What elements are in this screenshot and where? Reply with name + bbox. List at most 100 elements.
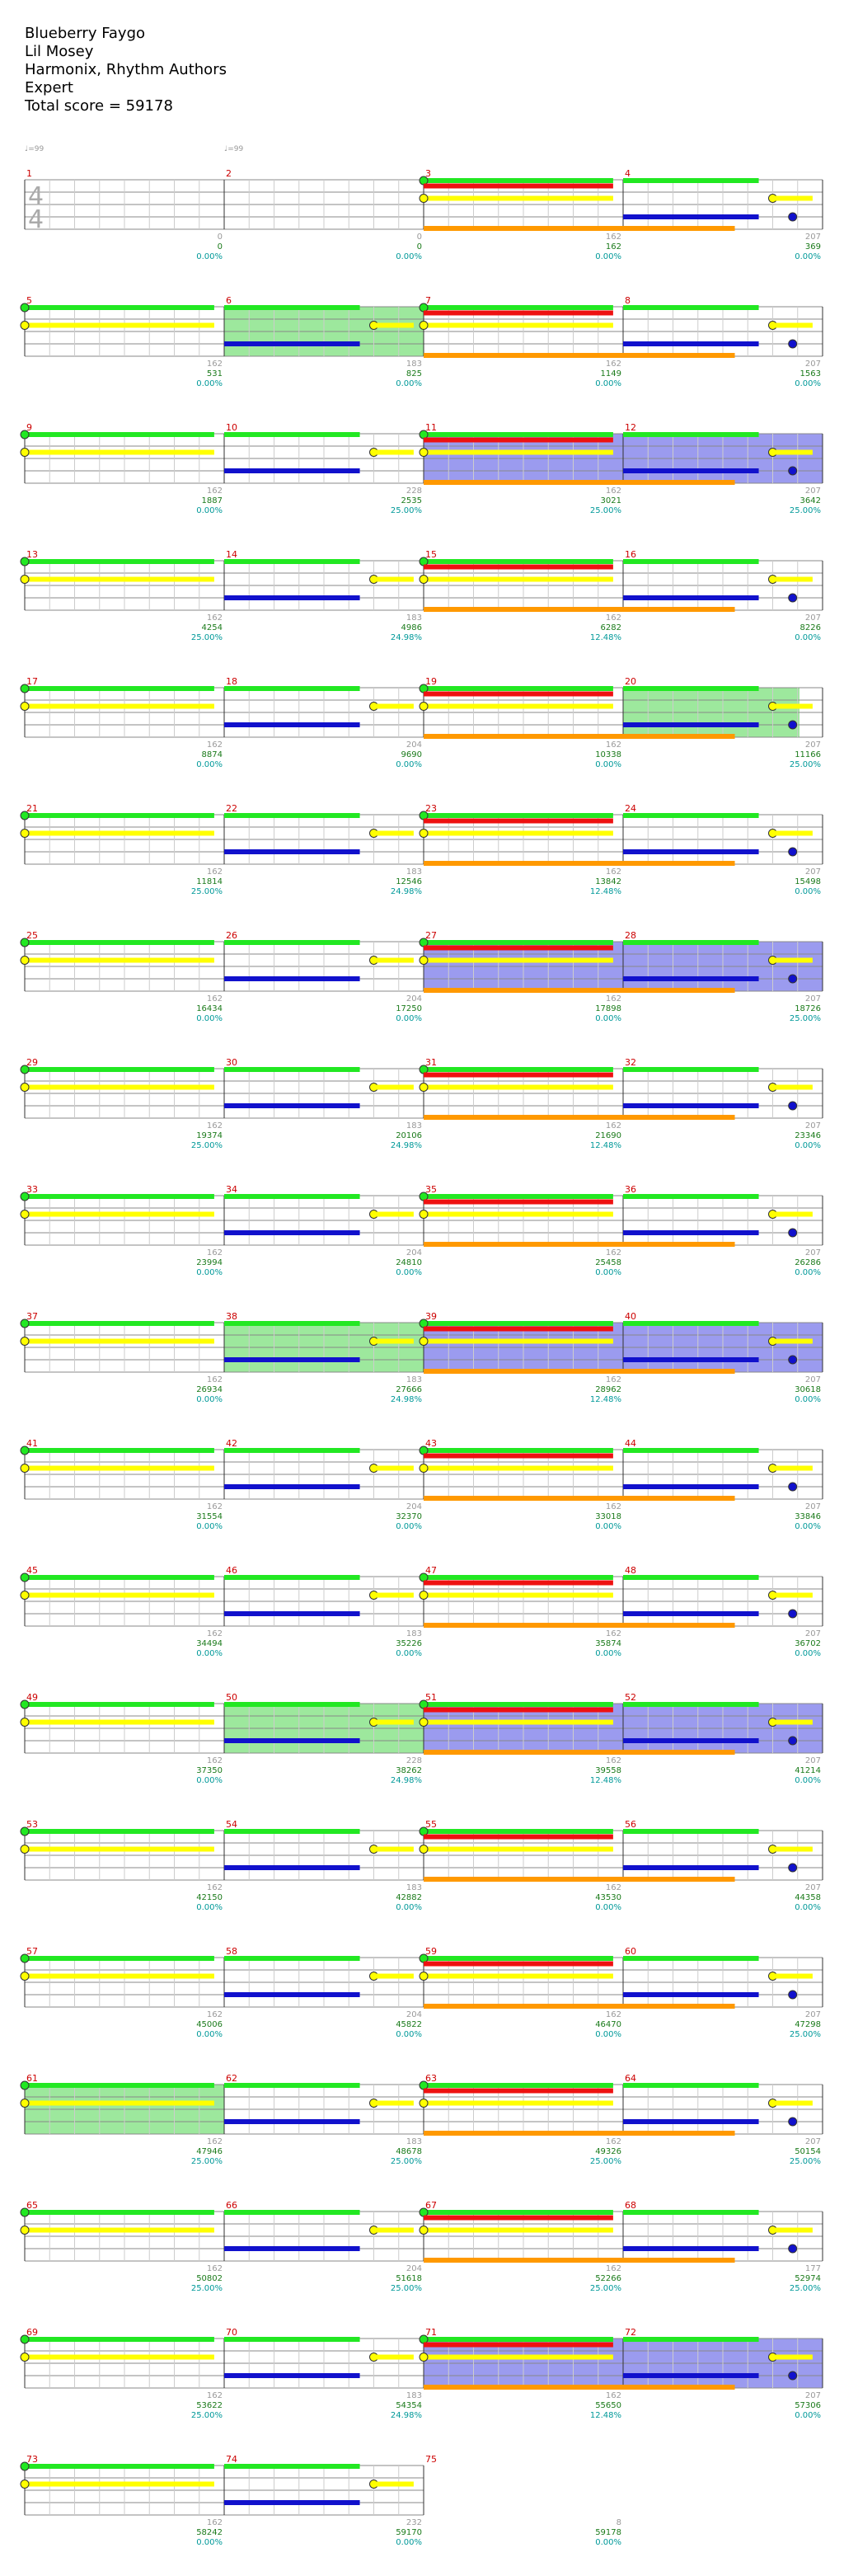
measure-percent: 0.00% <box>795 887 821 896</box>
green-note <box>20 1826 30 1836</box>
green-note <box>20 2461 30 2471</box>
tick-count: 204 <box>406 1248 422 1257</box>
green-note <box>20 938 30 947</box>
measure-score: 162 <box>606 242 621 251</box>
measure-number: 25 <box>26 930 38 941</box>
measure-percent: 0.00% <box>196 1395 223 1404</box>
measure-number: 29 <box>26 1057 38 1068</box>
measure-score: 33846 <box>795 1512 821 1521</box>
green-note <box>20 1953 30 1963</box>
yellow-note <box>20 1464 30 1473</box>
blue-note <box>788 1990 798 2000</box>
tempo-marker: ♩=99 <box>224 145 244 153</box>
measure-percent: 25.00% <box>191 2284 223 2293</box>
tick-count: 183 <box>406 2137 422 2146</box>
green-note <box>20 811 30 820</box>
tick-count: 162 <box>606 2137 621 2146</box>
green-note <box>20 684 30 693</box>
yellow-note <box>419 2099 429 2108</box>
measure-percent: 0.00% <box>795 2411 821 2420</box>
tick-count: 162 <box>207 2010 223 2019</box>
measure-number: 20 <box>625 676 636 687</box>
measure-number: 11 <box>425 422 437 433</box>
tick-count: 162 <box>207 867 223 877</box>
song-charter: Harmonix, Rhythm Authors <box>25 61 227 78</box>
measure-number: 38 <box>226 1311 237 1322</box>
tick-count: 162 <box>207 2518 223 2527</box>
measure-number: 40 <box>625 1311 636 1322</box>
measure-number: 36 <box>625 1184 636 1195</box>
measure-percent: 0.00% <box>595 252 621 261</box>
measure-score: 33018 <box>595 1512 621 1521</box>
yellow-note <box>419 448 429 457</box>
measure-percent: 0.00% <box>795 1522 821 1531</box>
measure-percent: 0.00% <box>196 1522 223 1531</box>
measure-score: 10338 <box>595 750 621 759</box>
measure-score: 17250 <box>396 1004 422 1013</box>
measure-number: 5 <box>26 295 32 306</box>
yellow-note <box>20 829 30 838</box>
tick-count: 162 <box>606 1502 621 1511</box>
yellow-note <box>419 956 429 965</box>
measure-percent: 0.00% <box>196 1014 223 1023</box>
measure-number: 73 <box>26 2454 38 2465</box>
measure-score: 35874 <box>595 1639 621 1648</box>
green-note <box>20 2080 30 2090</box>
yellow-note <box>419 1591 429 1600</box>
yellow-note <box>20 2480 30 2489</box>
blue-note <box>788 1736 798 1746</box>
measure-score: 31554 <box>196 1512 223 1521</box>
tick-count: 162 <box>606 360 621 369</box>
measure-percent: 25.00% <box>590 506 621 515</box>
tick-count: 162 <box>207 1375 223 1384</box>
measure-number: 4 <box>625 168 631 179</box>
measure-score: 51618 <box>396 2274 422 2283</box>
measure-number: 27 <box>425 930 437 941</box>
measure-percent: 0.00% <box>396 760 422 769</box>
measure-number: 55 <box>425 1819 437 1830</box>
measure-percent: 12.48% <box>590 1141 621 1150</box>
measure-score: 39558 <box>595 1766 621 1775</box>
measure-number: 46 <box>226 1565 237 1576</box>
measure-percent: 0.00% <box>795 633 821 642</box>
measure-number: 70 <box>226 2327 237 2338</box>
tick-count: 162 <box>207 1121 223 1131</box>
measure-number: 62 <box>226 2073 237 2084</box>
yellow-note <box>419 1718 429 1727</box>
tick-count: 207 <box>805 1375 821 1384</box>
total-score: Total score = 59178 <box>25 97 173 115</box>
tick-count: 162 <box>207 740 223 750</box>
measure-score: 42882 <box>396 1893 422 1902</box>
measure-score: 41214 <box>795 1766 821 1775</box>
measure-percent: 0.00% <box>196 2030 223 2039</box>
measure-percent: 0.00% <box>595 1014 621 1023</box>
measure-percent: 0.00% <box>795 1395 821 1404</box>
tick-count: 207 <box>805 1502 821 1511</box>
tick-count: 228 <box>406 1756 422 1765</box>
tick-count: 162 <box>606 1375 621 1384</box>
tick-count: 207 <box>805 487 821 496</box>
measure-score: 13842 <box>595 877 621 886</box>
measure-number: 63 <box>425 2073 437 2084</box>
measure-number: 22 <box>226 803 237 814</box>
measure-number: 8 <box>625 295 631 306</box>
tick-count: 162 <box>606 2010 621 2019</box>
measure-percent: 0.00% <box>396 1268 422 1277</box>
tick-count: 162 <box>606 2391 621 2400</box>
yellow-note <box>20 702 30 711</box>
blue-note <box>788 847 798 857</box>
blue-note <box>788 720 798 730</box>
measure-score: 49326 <box>595 2147 621 2156</box>
tick-count: 162 <box>207 1756 223 1765</box>
measure-percent: 25.00% <box>191 633 223 642</box>
measure-percent: 24.98% <box>391 633 422 642</box>
tick-count: 162 <box>207 2264 223 2273</box>
yellow-note <box>419 1083 429 1092</box>
measure-percent: 25.00% <box>191 1141 223 1150</box>
measure-percent: 0.00% <box>396 1903 422 1912</box>
song-difficulty: Expert <box>25 79 73 96</box>
measure-percent: 25.00% <box>191 2157 223 2166</box>
measure-percent: 24.98% <box>391 887 422 896</box>
tick-count: 162 <box>207 1502 223 1511</box>
measure-score: 11166 <box>795 750 821 759</box>
